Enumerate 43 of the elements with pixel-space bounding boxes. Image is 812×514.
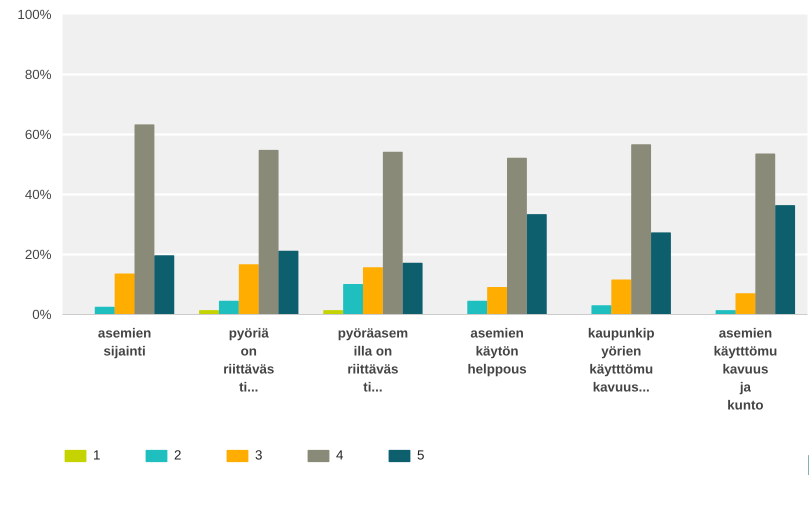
- bar: [402, 262, 423, 314]
- bar: [775, 205, 796, 314]
- bar: [258, 150, 279, 314]
- x-tick-label: asemien käytttömu kavuus ja kunto: [714, 326, 778, 412]
- bar: [362, 267, 383, 314]
- bar: [467, 300, 488, 314]
- y-tick-label: 40%: [24, 187, 52, 202]
- bar: [278, 250, 298, 314]
- bar: [114, 274, 135, 314]
- bar: [218, 300, 239, 314]
- bar: [199, 310, 219, 314]
- x-tick-label: asemien sijainti: [98, 326, 152, 358]
- bar: [526, 214, 547, 314]
- bar: [154, 255, 174, 314]
- bar: [238, 264, 259, 314]
- x-tick-label: pyöräasem illa on riittäväs ti...: [338, 326, 408, 394]
- y-tick-label: 60%: [24, 127, 52, 142]
- y-tick-label: 0%: [32, 307, 52, 322]
- bar: [323, 310, 344, 314]
- bar: [735, 293, 756, 314]
- bar: [487, 287, 508, 314]
- bar: [651, 232, 671, 314]
- bar: [591, 305, 612, 314]
- bar: [611, 280, 632, 314]
- legend-label: 3: [255, 448, 264, 462]
- y-tick-label: 80%: [24, 67, 52, 82]
- legend-label: 4: [336, 448, 344, 462]
- bar: [755, 154, 776, 314]
- x-tick-label: kaupunkip yörien käytttömu kavuus...: [588, 326, 655, 394]
- bar: [507, 158, 527, 314]
- x-tick-label: pyöriä on riittäväs ti...: [223, 326, 274, 394]
- legend-label: 5: [417, 448, 426, 462]
- bar: [343, 284, 363, 314]
- bar: [382, 152, 403, 314]
- y-tick-label: 100%: [17, 7, 52, 22]
- legend-label: 1: [93, 448, 102, 462]
- bar: [716, 310, 736, 314]
- legend-label: 2: [174, 448, 182, 462]
- y-tick-label: 20%: [24, 247, 52, 262]
- bar: [94, 306, 115, 314]
- x-tick-label: asemien käytön helppous: [467, 326, 527, 376]
- bar: [631, 144, 652, 314]
- bar: [134, 124, 154, 314]
